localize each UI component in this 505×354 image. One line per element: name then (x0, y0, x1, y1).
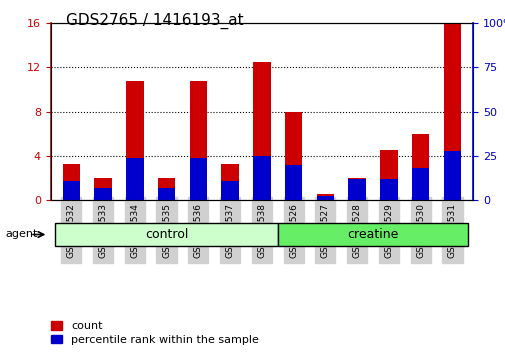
Bar (316, 196, 333, 200)
Bar (348, 179, 365, 200)
Bar (158, 178, 175, 200)
Bar (63, 164, 80, 200)
Bar (189, 159, 207, 200)
Text: agent: agent (5, 229, 37, 239)
Legend: count, percentile rank within the sample: count, percentile rank within the sample (51, 321, 259, 345)
Bar (284, 112, 302, 200)
Bar (379, 179, 397, 200)
Bar (189, 80, 207, 200)
Bar (443, 152, 460, 200)
Bar (411, 133, 429, 200)
Text: control: control (144, 228, 188, 241)
Bar (277, 223, 468, 246)
Bar (158, 188, 175, 200)
Bar (94, 178, 112, 200)
Bar (316, 194, 333, 200)
Bar (63, 181, 80, 200)
Bar (411, 168, 429, 200)
Bar (252, 156, 270, 200)
Bar (284, 165, 302, 200)
Text: creatine: creatine (346, 228, 398, 241)
Text: GDS2765 / 1416193_at: GDS2765 / 1416193_at (66, 12, 243, 29)
Bar (348, 178, 365, 200)
Bar (126, 159, 143, 200)
Bar (252, 62, 270, 200)
Bar (443, 23, 460, 200)
Bar (126, 80, 143, 200)
Bar (55, 223, 277, 246)
Bar (379, 150, 397, 200)
Bar (94, 188, 112, 200)
Bar (221, 164, 238, 200)
Bar (221, 181, 238, 200)
